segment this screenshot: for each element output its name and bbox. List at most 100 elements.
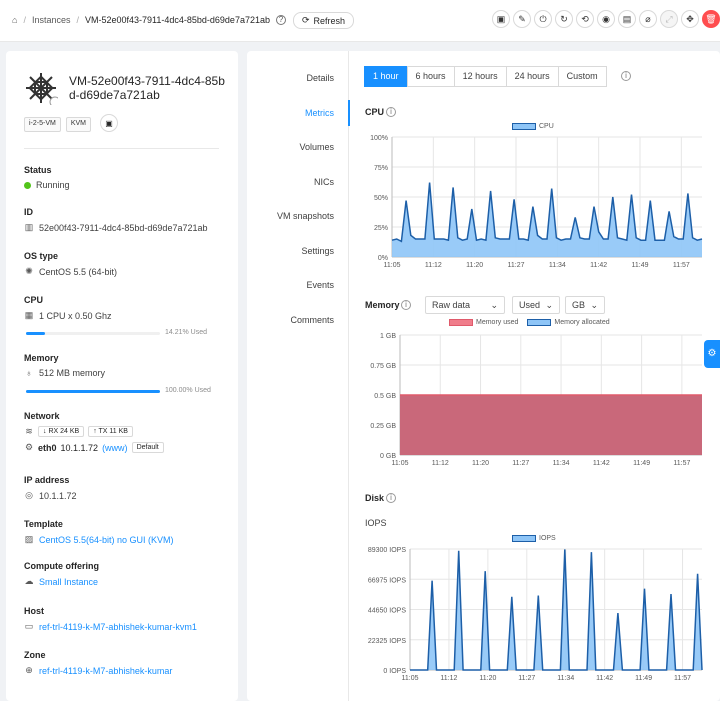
tab-comments[interactable]: Comments — [290, 315, 334, 325]
tab-settings[interactable]: Settings — [301, 246, 334, 256]
y-tick-label: 0 GB — [380, 453, 396, 460]
tab-details[interactable]: Details — [306, 73, 334, 83]
chevron-down-icon: ⌄ — [590, 299, 598, 310]
x-tick-label: 11:05 — [392, 460, 409, 467]
x-tick-label: 11:05 — [384, 262, 401, 269]
settings-gear-icon[interactable]: ⚙ — [704, 340, 720, 368]
memory-mode-select[interactable]: Raw data ⌄ — [425, 296, 505, 314]
console-icon[interactable]: ▣ — [100, 114, 119, 132]
refresh-button[interactable]: ⟳ Refresh — [293, 12, 355, 29]
attach-iso-icon[interactable]: ⌀ — [639, 10, 657, 28]
memory-value: 512 MB memory — [39, 368, 106, 378]
host-link[interactable]: ref-trl-4119-k-M7-abhishek-kumar-kvm1 — [39, 621, 197, 632]
offering-label: Compute offering — [24, 561, 99, 571]
reboot-icon[interactable]: ↻ — [555, 10, 573, 28]
location-icon: ◎ — [25, 490, 33, 500]
x-tick-label: 11:57 — [673, 460, 690, 467]
scale-icon[interactable]: ⤢ — [660, 10, 678, 28]
zone-link[interactable]: ref-trl-4119-k-M7-abhishek-kumar — [39, 665, 173, 676]
vm-info-card: VM-52e00f43-7911-4dc4-85bd-d69de7a721ab … — [6, 51, 238, 701]
memory-chart: 0 GB 0.25 GB 0.5 GB 0.75 GB 1 GB 11:05 11:12 11… — [370, 333, 702, 467]
cpu-used-label: 14.21% Used — [165, 329, 208, 336]
refresh-icon: ⟳ — [302, 15, 310, 25]
memory-chart-title: Memory — [365, 300, 400, 310]
range-24-hours[interactable]: 24 hours — [505, 66, 559, 87]
chevron-down-icon: ⌄ — [545, 299, 553, 310]
series-line — [410, 549, 703, 671]
info-icon[interactable]: i — [386, 493, 396, 503]
x-tick-label: 11:27 — [508, 262, 525, 269]
backup-icon[interactable]: ▤ — [618, 10, 636, 28]
info-icon[interactable]: i — [386, 107, 396, 117]
memory-used-label: 100.00% Used — [165, 387, 211, 394]
barcode-icon: ▥ — [24, 222, 34, 232]
y-tick-label: 0.75 GB — [370, 363, 396, 370]
zone-label: Zone — [24, 650, 46, 660]
info-icon[interactable]: i — [401, 300, 411, 310]
divider — [24, 148, 219, 149]
cpu-chart: 0% 25% 50% 75% 100% 11:05 11:12 11:20 11:27 11:34… — [370, 135, 703, 269]
y-tick-label: 75% — [374, 165, 388, 172]
tab-list: Details Metrics Volumes NICs VM snapshot… — [247, 51, 350, 701]
tab-events[interactable]: Events — [306, 280, 334, 290]
cpu-legend-label: CPU — [539, 123, 554, 130]
tab-vm-snapshots[interactable]: VM snapshots — [276, 211, 334, 221]
tx-badge: ↑ TX 11 KB — [88, 426, 133, 437]
help-icon[interactable]: ? — [275, 15, 286, 25]
nic-icon: ⚙ — [24, 442, 34, 452]
tab-nics[interactable]: NICs — [314, 177, 334, 187]
x-tick-label: 11:20 — [472, 460, 489, 467]
memory-legend: Memory used Memory allocated — [449, 319, 610, 326]
home-icon[interactable]: ⌂ — [12, 15, 18, 25]
x-tick-label: 11:57 — [673, 262, 690, 269]
tag-hypervisor: KVM — [65, 117, 92, 132]
memory-unit-select[interactable]: GB ⌄ — [565, 296, 605, 314]
id-section: ID ▥ 52e00f43-7911-4dc4-85bd-d69de7a721ab — [24, 207, 224, 233]
os-section: OS type ✺ CentOS 5.5 (64-bit) — [24, 251, 224, 277]
network-section: Network ≋ ↓ RX 24 KB ↑ TX 11 KB ⚙ eth0 1… — [24, 411, 224, 453]
nic-network-link[interactable]: (www) — [102, 442, 128, 453]
range-1-hour[interactable]: 1 hour — [364, 66, 408, 87]
snapshot-icon[interactable]: ◉ — [597, 10, 615, 28]
tab-metrics[interactable]: Metrics — [305, 108, 334, 118]
ip-section: IP address ◎ 10.1.1.72 — [24, 475, 224, 501]
migrate-icon[interactable]: ✥ — [681, 10, 699, 28]
range-custom[interactable]: Custom — [557, 66, 607, 87]
default-badge: Default — [131, 442, 164, 453]
iops-subtitle: IOPS — [365, 518, 387, 528]
delete-icon[interactable]: 🗑 — [702, 10, 720, 28]
cpu-label: CPU — [24, 295, 44, 305]
offering-link[interactable]: Small Instance — [39, 576, 99, 587]
x-tick-label: 11:34 — [557, 675, 574, 682]
active-tab-indicator — [348, 100, 350, 126]
id-label: ID — [24, 207, 33, 217]
range-6-hours[interactable]: 6 hours — [406, 66, 455, 87]
bulb-icon: ♁ — [25, 368, 33, 378]
y-tick-label: 0% — [378, 255, 388, 262]
offering-section: Compute offering ☁ Small Instance — [24, 561, 224, 587]
edit-icon[interactable]: ✎ — [513, 10, 531, 28]
tab-volumes[interactable]: Volumes — [299, 142, 334, 152]
centos-logo-icon — [26, 73, 58, 105]
y-tick-label: 0.5 GB — [374, 393, 396, 400]
zone-section: Zone ⊕ ref-trl-4119-k-M7-abhishek-kumar — [24, 650, 224, 676]
x-tick-label: 11:12 — [440, 675, 457, 682]
nic-name: eth0 — [38, 442, 57, 453]
x-tick-label: 11:20 — [466, 262, 483, 269]
status-label: Status — [24, 165, 52, 175]
globe-icon: ⊕ — [25, 665, 33, 675]
template-link[interactable]: CentOS 5.5(64-bit) no GUI (KVM) — [39, 534, 174, 545]
y-tick-label: 100% — [370, 135, 388, 142]
memory-label: Memory — [24, 353, 59, 363]
memory-usage-bar — [26, 390, 160, 393]
power-icon[interactable]: ⏻ — [534, 10, 552, 28]
memory-metric-select[interactable]: Used ⌄ — [512, 296, 560, 314]
reinstall-icon[interactable]: ⟲ — [576, 10, 594, 28]
info-icon[interactable]: i — [621, 71, 631, 81]
range-12-hours[interactable]: 12 hours — [453, 66, 507, 87]
breadcrumb-instances[interactable]: Instances — [31, 15, 71, 25]
cpu-value: 1 CPU x 0.50 Ghz — [39, 310, 112, 321]
x-tick-label: 11:34 — [553, 460, 570, 467]
console-icon[interactable]: ▣ — [492, 10, 510, 28]
cpu-legend: CPU — [512, 123, 554, 130]
